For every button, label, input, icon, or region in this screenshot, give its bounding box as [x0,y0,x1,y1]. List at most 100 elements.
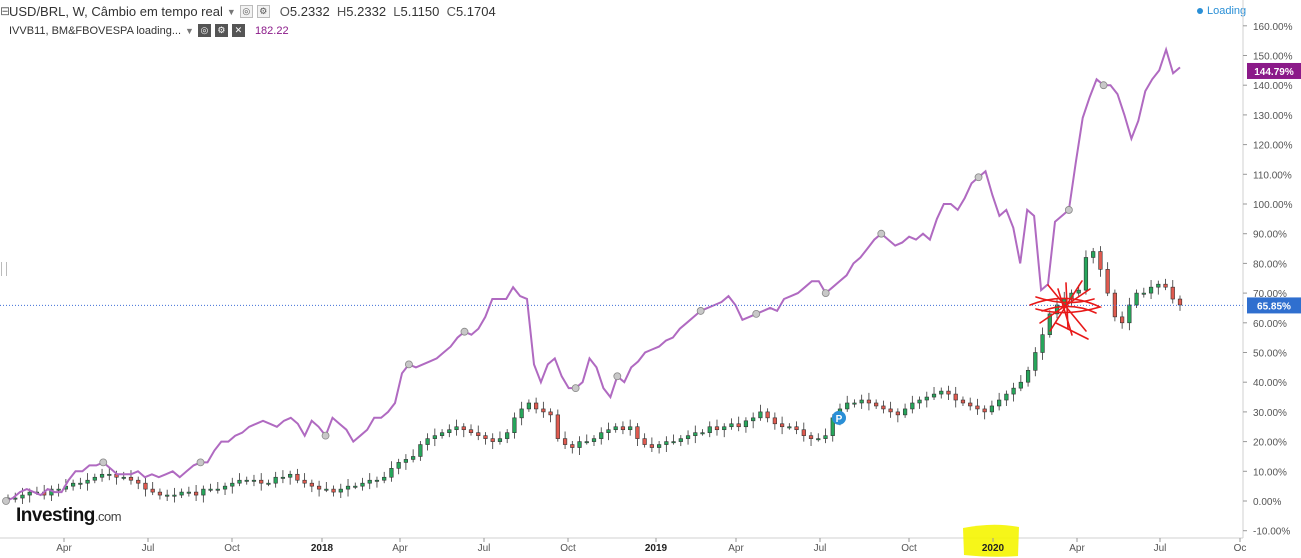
candle-body [541,408,546,413]
candle-body [490,438,495,442]
candle-body [345,485,351,490]
y-tick-label: 20.00% [1253,438,1287,449]
candle-body [1040,334,1045,353]
y-tick-label: 110.00% [1253,170,1292,181]
candle-body [128,476,134,481]
candle-body [751,417,756,422]
candle-body [1127,304,1132,324]
candle-body [476,432,481,436]
candle-body [1047,313,1052,335]
close-icon[interactable]: ✕ [231,24,245,37]
candle-body [324,488,329,491]
candle-body [562,438,568,445]
ohlc-readout: O5.2332 H5.2332 L5.1150 C5.1704 [280,4,496,19]
candle-body [1163,283,1168,288]
candle-body [165,494,170,497]
candle-body [273,476,278,484]
candle-body [931,393,937,398]
candle-body [808,435,814,439]
candle-body [765,411,770,419]
y-tick-label: 40.00% [1253,378,1287,389]
candle-body [570,444,575,448]
candle-body [201,488,206,496]
y-tick-label: 70.00% [1253,289,1287,300]
candle-body [772,417,777,425]
candle-body [280,476,286,479]
legend-secondary: IVVB11, BM&FBOVESPA loading... ▼ ◎ ⚙ ✕ 1… [9,24,289,37]
candle-body [222,485,228,490]
candle-body [288,473,293,478]
y-tick-label: 0.00% [1253,497,1281,508]
candle-body [620,426,626,431]
loading-label: Loading [1207,5,1247,17]
candle-body [555,414,560,439]
event-pin[interactable]: P [832,410,846,425]
x-axis[interactable]: Apr Jul Oct 2018 Apr Jul Oct 2019 Apr Jul Oct 2020 A… [0,524,1246,557]
close-label: C [446,4,456,19]
candle-body [251,479,257,482]
y-tick-label: 120.00% [1253,141,1293,152]
candle-body [56,488,61,491]
candle-body [982,408,987,413]
candle-body [989,405,995,413]
candle-body [642,438,647,445]
settings-icon[interactable]: ⚙ [214,24,228,37]
candle-body [787,426,792,429]
candle-body [92,476,97,481]
chevron-down-icon[interactable]: ▼ [185,25,194,36]
candle-body [693,432,698,436]
low-label: L [393,4,401,19]
candle-body [613,426,618,431]
candle-body [483,435,488,439]
line-marker [821,289,830,298]
status-dot-icon [1197,8,1203,15]
candle-body [953,393,958,401]
y-tick-label: 150.00% [1253,52,1293,63]
candle-body [497,438,503,442]
x-tick-label: Oct [224,543,240,554]
secondary-last-badge-bg [1247,62,1301,79]
scribble-annotation [1029,280,1103,340]
candle-body [1141,292,1146,295]
candle-body [888,408,893,413]
candle-body [20,494,25,499]
candle-body [707,426,712,433]
secondary-symbol-label: IVVB11, BM&FBOVESPA loading... [9,24,182,37]
investing-logo: Investing.com [16,505,122,527]
chevron-down-icon[interactable]: ▼ [226,6,236,17]
collapse-icon[interactable]: ⊟ [0,4,11,18]
x-tick-label: Apr [392,543,408,554]
candle-body [758,411,763,419]
x-tick-label: Jul [1154,543,1167,554]
candle-body [266,482,271,485]
candle-body [635,426,640,439]
candle-body [968,402,973,407]
settings-icon[interactable]: ⚙ [256,5,270,18]
candle-body [1134,292,1139,306]
candle-body [975,405,980,410]
candle-body [1148,286,1154,294]
candle-body [895,411,900,416]
candle-body [519,408,524,419]
y-axis[interactable]: 160.00% 150.00% 140.00% 130.00% 120.00% 110.0… [1242,0,1293,538]
line-marker [696,307,705,315]
y-tick-label: 130.00% [1253,111,1293,122]
candle-body [512,417,517,433]
line-marker [99,458,108,467]
pin-icon [832,410,846,425]
candle-body [678,438,683,442]
visibility-icon[interactable]: ◎ [197,24,211,37]
resize-handle[interactable] [1,262,7,276]
visibility-icon[interactable]: ◎ [239,5,253,18]
pin-icon-glyph: P [836,414,843,425]
candle-body [259,479,264,484]
candle-body [685,435,691,439]
x-tick-label: Jul [478,543,491,554]
candle-body [353,485,358,488]
candle-body [577,441,582,448]
candle-body [403,459,409,463]
candle-body [866,399,872,404]
y-tick-label: 80.00% [1253,259,1287,270]
candle-body [99,473,105,478]
